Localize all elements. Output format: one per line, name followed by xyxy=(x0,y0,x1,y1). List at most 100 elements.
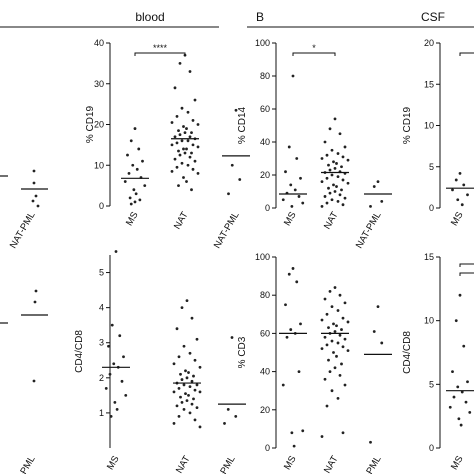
csf_cd4cd8-ytick-label: 10 xyxy=(424,316,434,326)
csf_cd3-ylabel: % CD3 xyxy=(237,336,248,368)
csf_cd14-ytick-label: 60 xyxy=(260,104,270,114)
csf_cd3-point xyxy=(380,341,384,345)
csf_cd14-point xyxy=(330,173,334,177)
csf_cd3-point xyxy=(338,333,342,337)
blood_cd4cd8-ytick-label: 2 xyxy=(99,373,104,383)
csf_cd4cd8-point xyxy=(468,410,472,414)
csf_cd14-point xyxy=(343,145,347,149)
csf_cd4cd8-ytick-label: 5 xyxy=(429,379,434,389)
blood_cd19-point xyxy=(186,139,190,143)
csf_cd4cd8-significance-bracket xyxy=(459,263,474,267)
csf_cd3-point xyxy=(330,389,334,393)
csf_cd4cd8-ytick-label: 15 xyxy=(424,252,434,262)
csf_cd14-point xyxy=(295,157,299,160)
csf_cd14-point xyxy=(332,160,335,164)
blood_cd4cd8-point xyxy=(108,372,112,376)
csf_cd14-point xyxy=(340,165,343,169)
blood_cd19-point xyxy=(180,106,184,110)
csf_cd3-point xyxy=(328,370,332,373)
blood_cd19-point xyxy=(238,178,242,181)
csf_cd4cd8-point xyxy=(452,395,456,399)
csf_cd14-point xyxy=(335,185,338,188)
csf_cd3-point xyxy=(346,320,350,324)
blood_cd19-ytick-label: 20 xyxy=(94,120,104,130)
blood_cd19-point xyxy=(193,98,197,102)
blood_cd4cd8-point xyxy=(179,395,182,399)
csf_cd14-category-label: NAT-PML xyxy=(354,210,384,251)
blood_cd4cd8-point xyxy=(182,344,186,348)
blood_cd4cd8-point xyxy=(223,422,226,425)
blood_cd4cd8-point xyxy=(195,406,199,410)
csf_cd3-point xyxy=(333,330,337,333)
blood_cd19-point xyxy=(126,153,129,157)
blood_cd4cd8-point xyxy=(188,385,192,388)
chart-panels: 0 10 20 30 40 % CD19 MS NAT NAT-PML **** 1 2 3 4 5 CD4/… xyxy=(0,38,474,474)
csf_cd3-category-label: NAT-PML xyxy=(354,454,384,474)
blood_cd19-point xyxy=(137,147,141,151)
blood_cd4cd8-point xyxy=(124,393,128,397)
blood_cd19-point xyxy=(185,147,188,151)
csf_cd3-ytick-label: 0 xyxy=(265,443,270,453)
blood_cd19-point xyxy=(182,176,185,179)
csf_cd4cd8-point xyxy=(464,400,468,404)
blood_cd19-point xyxy=(230,163,234,167)
blood_cd4cd8-point xyxy=(226,408,230,411)
csf_cd3-point xyxy=(336,341,340,345)
blood_cd19-point xyxy=(135,167,139,171)
csf_cd3-point xyxy=(325,312,329,316)
blood_cd19-point xyxy=(185,180,188,183)
blood_cd4cd8-point xyxy=(115,408,119,411)
csf_cd3-point xyxy=(284,303,287,307)
csf_cd14-significance-label: * xyxy=(312,43,316,53)
csf_cd3-point xyxy=(332,322,335,326)
csf_cd3-point xyxy=(341,431,345,435)
csf_cd3-point xyxy=(330,305,334,309)
blood_cd19-point xyxy=(190,188,193,192)
csf_cd4cd8-significance-bracket xyxy=(459,272,474,276)
blood_cd19-point xyxy=(178,61,182,65)
csf_cd19-ytick-label: 5 xyxy=(429,162,434,172)
csf_cd3-ytick-label: 80 xyxy=(260,290,270,300)
partial-top-point xyxy=(34,194,38,198)
blood_cd19-point xyxy=(173,135,177,139)
blood_cd19-point xyxy=(133,200,137,204)
blood_cd19-point xyxy=(188,155,192,159)
csf_cd19-significance-bracket xyxy=(459,52,474,56)
blood_cd19-point xyxy=(173,86,177,90)
partial-top-point xyxy=(32,169,36,173)
csf_cd14-point xyxy=(336,152,340,155)
csf_cd3-point xyxy=(325,343,329,347)
blood_cd4cd8-point xyxy=(177,415,181,418)
blood_cd4cd8-point xyxy=(187,371,190,374)
blood_cd4cd8-point xyxy=(190,379,194,383)
csf_cd3-point xyxy=(285,335,289,339)
csf_cd19-point xyxy=(458,171,462,175)
csf_cd14-point xyxy=(323,140,327,144)
blood_cd4cd8-point xyxy=(182,383,186,387)
csf_cd14-point xyxy=(328,191,332,195)
blood_cd19-ytick-label: 0 xyxy=(99,201,104,211)
blood_cd4cd8-point xyxy=(182,408,186,411)
csf_cd19-ytick-label: 15 xyxy=(424,79,434,89)
csf_cd19-category-label: MS xyxy=(449,210,466,228)
blood_cd19-point xyxy=(191,143,195,147)
blood_cd4cd8-point xyxy=(193,388,197,392)
blood_cd4cd8-point xyxy=(180,378,184,381)
blood_cd4cd8-point xyxy=(180,306,184,310)
blood_cd19-point xyxy=(178,133,182,137)
blood_cd4cd8-point xyxy=(190,316,194,320)
csf_cd19-ylabel: % CD19 xyxy=(402,106,413,144)
csf_cd3-point xyxy=(320,318,324,322)
blood_cd19-point xyxy=(170,169,174,173)
csf_cd14-category-label: MS xyxy=(282,210,299,228)
csf_cd14-point xyxy=(320,157,324,160)
blood_cd4cd8-point xyxy=(112,362,116,366)
csf_cd3-point xyxy=(320,347,324,351)
blood_cd4cd8-point xyxy=(114,250,118,253)
blood_cd4cd8-point xyxy=(177,386,181,390)
partial-top-point xyxy=(36,204,40,208)
csf_cd14-point xyxy=(333,167,337,170)
csf_cd3-point xyxy=(323,297,327,301)
blood_cd4cd8-point xyxy=(198,425,202,429)
csf_cd3-point xyxy=(343,337,347,341)
